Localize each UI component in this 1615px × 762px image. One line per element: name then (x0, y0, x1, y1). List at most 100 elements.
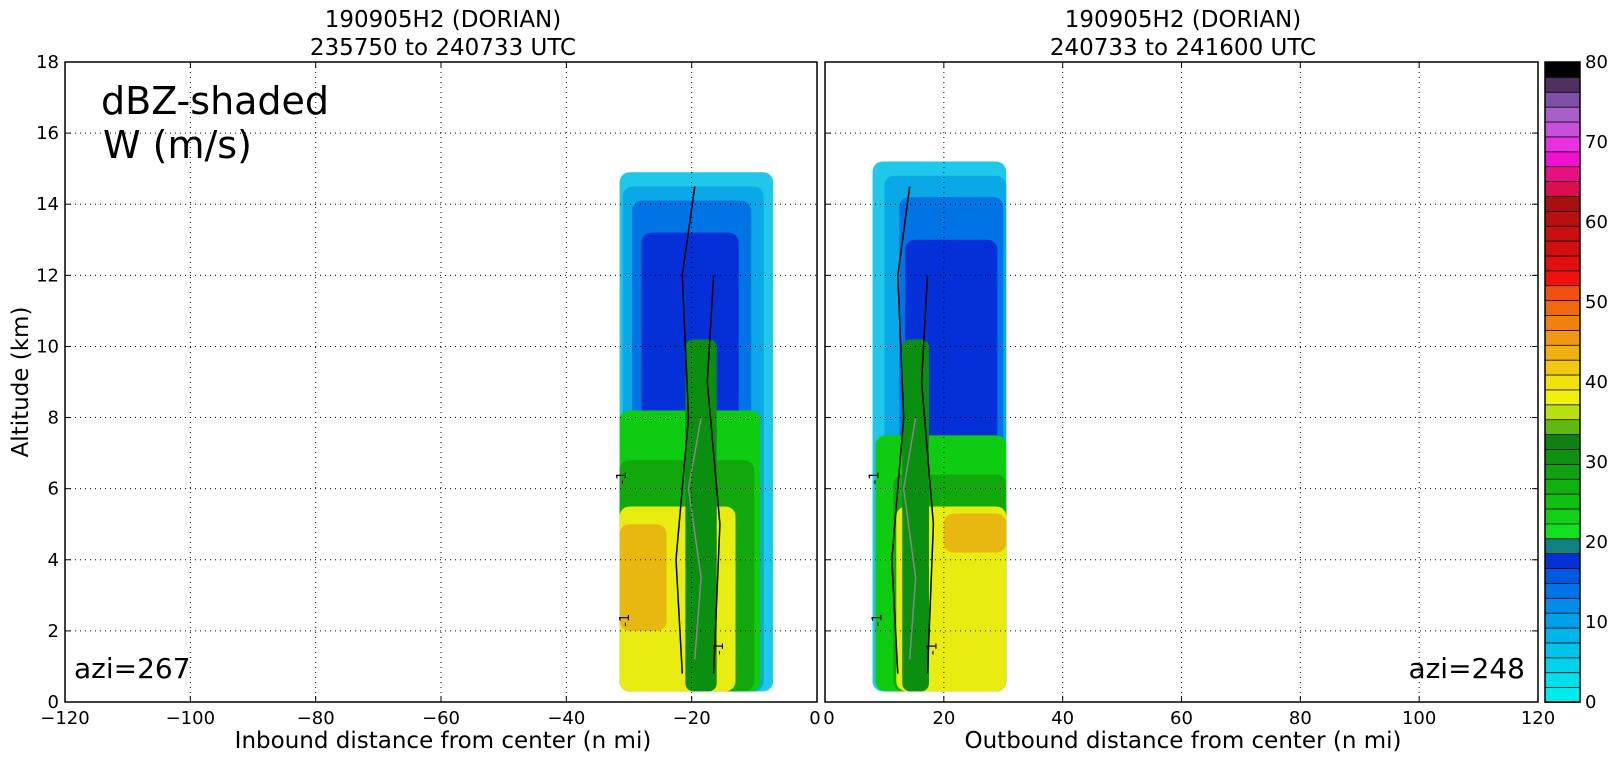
colorbar-swatch (1544, 61, 1581, 78)
y-tick-label: 14 (36, 194, 59, 215)
outbound-title-line2: 240733 to 241600 UTC (1050, 35, 1316, 61)
colorbar-swatch (1544, 508, 1581, 525)
colorbar-swatch (1544, 612, 1581, 629)
colorbar-swatch (1544, 106, 1581, 123)
x-tick-label: 100 (1402, 708, 1436, 729)
outbound-x-ticks: 0 20 40 60 80 100 120 (823, 61, 1555, 729)
colorbar-swatch (1544, 255, 1581, 272)
colorbar-swatch (1544, 463, 1581, 480)
outbound-azimuth-label: azi=248 (1408, 652, 1525, 685)
x-tick-label: −40 (547, 708, 585, 729)
y-axis-label: Altitude (km) (8, 307, 34, 458)
colorbar-swatch (1544, 627, 1581, 644)
colorbar-swatch (1544, 433, 1581, 450)
x-tick-label: 20 (932, 708, 955, 729)
colorbar-swatch (1544, 150, 1581, 168)
colorbar-swatch (1544, 165, 1581, 182)
colorbar-swatch (1544, 180, 1581, 197)
x-tick-label: 120 (1521, 708, 1555, 729)
inbound-title-line2: 235750 to 240733 UTC (310, 35, 576, 61)
x-tick-label: 0 (823, 708, 834, 729)
y-tick-label: 10 (36, 336, 59, 357)
colorbar-swatch (1544, 671, 1581, 689)
colorbar-swatch (1544, 418, 1581, 435)
colorbar-swatch (1544, 225, 1581, 242)
y-tick-label: 6 (48, 479, 59, 500)
inbound-panel: 190905H2 (DORIAN) 235750 to 240733 UTC -… (8, 7, 821, 754)
colorbar-swatch (1544, 210, 1581, 227)
outbound-x-axis-label: Outbound distance from center (n mi) (965, 728, 1402, 754)
colorbar-swatch (1544, 195, 1581, 212)
colorbar: 0 10 20 30 40 50 60 70 80 (1544, 52, 1608, 713)
colorbar-swatch (1544, 359, 1581, 376)
updraft-core-region (685, 339, 717, 692)
colorbar-swatch (1544, 284, 1581, 302)
colorbar-tick-label: 20 (1585, 532, 1608, 553)
colorbar-swatch (1544, 582, 1581, 599)
colorbar-swatch (1544, 567, 1581, 584)
updraft-core-region (902, 339, 929, 692)
colorbar-swatch (1544, 299, 1581, 316)
y-tick-label: 2 (48, 621, 59, 642)
w-contour-positive (902, 417, 917, 660)
colorbar-swatch (1544, 136, 1581, 153)
colorbar-swatch (1544, 537, 1581, 555)
colorbar-swatch (1544, 686, 1581, 703)
colorbar-swatch (1544, 314, 1581, 331)
colorbar-tick-label: 0 (1585, 692, 1596, 713)
colorbar-tick-label: 80 (1585, 52, 1608, 73)
w-contour-negative (675, 186, 696, 674)
colorbar-swatch (1544, 121, 1581, 138)
x-tick-label: −120 (40, 708, 89, 729)
colorbar-swatch (1544, 478, 1581, 495)
colorbar-swatch (1544, 344, 1581, 361)
contour-label: -1 (870, 614, 885, 627)
colorbar-swatch (1544, 389, 1581, 406)
colorbar-tick-label: 10 (1585, 612, 1608, 633)
legend-text-dbz: dBZ-shaded (101, 79, 329, 123)
colorbar-tick-label: 50 (1585, 292, 1608, 313)
legend-text-w: W (m/s) (103, 123, 252, 167)
w-contour-negative (920, 275, 935, 674)
x-tick-label: 80 (1289, 708, 1312, 729)
colorbar-swatch (1544, 374, 1581, 391)
contour-label: -1 (615, 472, 630, 485)
colorbar-swatch (1544, 642, 1581, 659)
colorbar-swatch (1544, 269, 1581, 287)
colorbar-swatch (1544, 91, 1581, 108)
colorbar-tick-label: 60 (1585, 212, 1608, 233)
outbound-title-line1: 190905H2 (DORIAN) (1065, 7, 1302, 33)
x-tick-label: −20 (673, 708, 711, 729)
colorbar-swatch (1544, 552, 1581, 569)
x-tick-label: 40 (1051, 708, 1074, 729)
outbound-plot-area: -1 -1 -1 (825, 62, 1538, 702)
colorbar-swatch (1544, 240, 1581, 257)
reflectivity-region-38dbz (619, 524, 667, 631)
colorbar-tick-label: 40 (1585, 372, 1608, 393)
inbound-azimuth-label: azi=267 (74, 652, 191, 685)
y-tick-label: 4 (48, 550, 59, 571)
inbound-x-axis-label: Inbound distance from center (n mi) (235, 728, 652, 754)
inbound-title-line1: 190905H2 (DORIAN) (325, 7, 562, 33)
colorbar-tick-label: 30 (1585, 452, 1608, 473)
y-tick-label: 8 (48, 408, 59, 429)
colorbar-swatch (1544, 597, 1581, 614)
y-tick-label: 18 (36, 52, 59, 73)
colorbar-swatch (1544, 448, 1581, 465)
reflectivity-region-38dbz (943, 513, 1007, 553)
y-tick-label: 16 (36, 123, 59, 144)
w-contour-negative (706, 275, 721, 674)
x-tick-label: 0 (809, 708, 820, 729)
colorbar-swatch (1544, 522, 1581, 540)
contour-label: -1 (867, 472, 882, 485)
colorbar-swatch (1544, 493, 1581, 510)
w-contour-positive (687, 417, 702, 660)
colorbar-swatch (1544, 329, 1581, 346)
w-contour-negative (891, 186, 911, 674)
contour-label: -1 (925, 642, 940, 655)
y-tick-label: 12 (36, 265, 59, 286)
x-tick-label: 60 (1170, 708, 1193, 729)
colorbar-tick-label: 70 (1585, 132, 1608, 153)
colorbar-swatch (1544, 656, 1581, 674)
